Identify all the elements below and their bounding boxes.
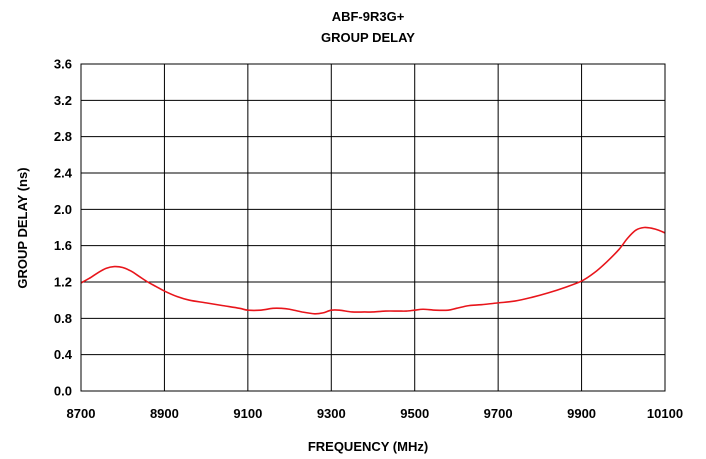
y-tick-label: 2.0 <box>54 202 72 217</box>
x-tick-label: 8700 <box>67 406 96 421</box>
plot-area-frame <box>80 63 666 392</box>
chart-title: ABF-9R3G+ <box>332 9 405 24</box>
series-layer <box>80 226 666 315</box>
x-tick-label: 10100 <box>647 406 683 421</box>
y-tick-label: 3.6 <box>54 57 72 72</box>
y-tick-label: 3.2 <box>54 93 72 108</box>
chart-subtitle: GROUP DELAY <box>321 30 415 45</box>
x-tick-label: 9500 <box>400 406 429 421</box>
y-tick-label: 1.2 <box>54 275 72 290</box>
y-tick-label: 0.8 <box>54 311 72 326</box>
x-tick-label: 8900 <box>150 406 179 421</box>
y-axis-label: GROUP DELAY (ns) <box>15 167 30 288</box>
y-tick-label: 0.0 <box>54 384 72 399</box>
x-tick-label: 9300 <box>317 406 346 421</box>
tick-labels: 8700 8900 9100 9300 9500 9700 9900 10100 0.0 0.4 0… <box>54 57 683 422</box>
y-tick-label: 0.4 <box>54 347 73 362</box>
grid <box>80 63 666 392</box>
series-line <box>80 226 666 315</box>
x-tick-label: 9900 <box>567 406 596 421</box>
x-tick-label: 9700 <box>484 406 513 421</box>
x-tick-label: 9100 <box>233 406 262 421</box>
y-tick-label: 1.6 <box>54 238 72 253</box>
y-tick-label: 2.4 <box>54 166 73 181</box>
x-axis-label: FREQUENCY (MHz) <box>308 439 428 454</box>
y-tick-label: 2.8 <box>54 129 72 144</box>
